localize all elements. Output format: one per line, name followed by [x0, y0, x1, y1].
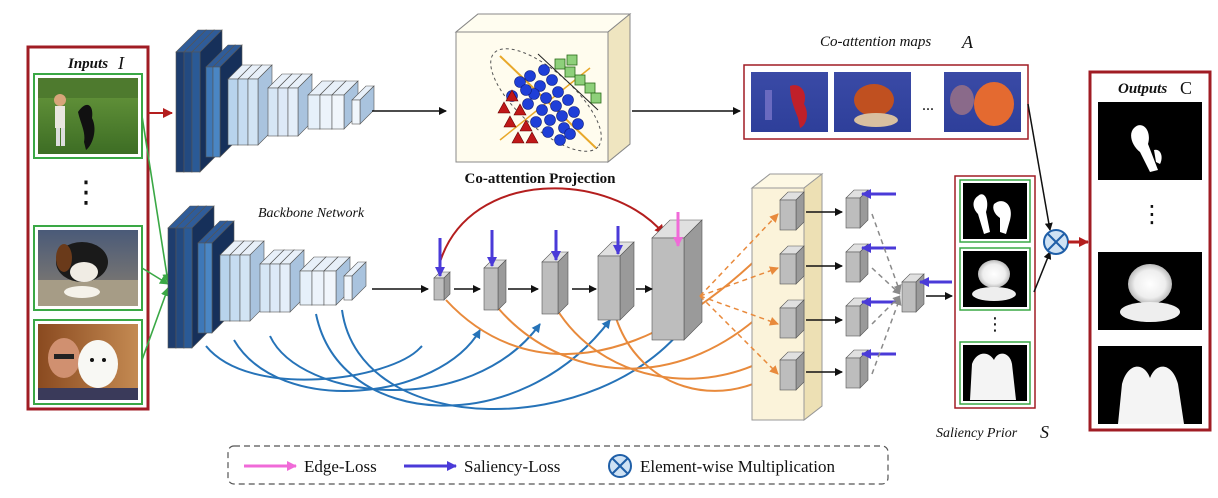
- decoder-stage: [541, 251, 569, 315]
- projection-point: [519, 119, 533, 132]
- projection-point: [554, 58, 566, 70]
- merge-stage: [901, 273, 925, 313]
- saliency-prior-panel: ⋮: [954, 175, 1036, 409]
- decoder-stage: [433, 271, 451, 301]
- projection-point: [564, 128, 576, 140]
- inputs-panel: ⋮: [26, 45, 150, 411]
- input-image-2: [33, 225, 143, 311]
- bottom-backbone-network: [167, 205, 367, 349]
- projection-point: [538, 64, 550, 76]
- coattention-map-1: [751, 72, 828, 132]
- projection-point: [574, 74, 586, 86]
- legend-edge-loss: Edge-Loss: [304, 457, 377, 476]
- projection-point: [554, 134, 566, 146]
- legend-saliency-loss: Saliency-Loss: [464, 457, 560, 476]
- projection-point: [520, 84, 532, 96]
- prior-to-multiply-arrow: [1033, 251, 1052, 293]
- projection-point: [534, 80, 546, 92]
- inputs-title: Inputs: [67, 56, 108, 72]
- coattention-maps-panel: ...: [743, 64, 1029, 140]
- coattention-projection-title: Co-attention Projection: [465, 171, 617, 187]
- maps-to-multiply-arrow: [1027, 103, 1053, 231]
- coattention-map-3: [944, 72, 1021, 132]
- merge-block: [901, 273, 952, 313]
- outputs-ellipsis: ⋮: [1140, 200, 1164, 228]
- projection-point: [514, 76, 526, 88]
- inputs-symbol: I: [117, 53, 125, 73]
- outputs-panel: ⋮: [1088, 70, 1212, 432]
- outputs-symbol: C: [1180, 78, 1192, 98]
- fusion-stage: [779, 245, 805, 285]
- input3-to-backbone-arrow: [141, 287, 170, 361]
- backbone-layer: [351, 85, 375, 125]
- saliency-prior-symbol: S: [1040, 422, 1049, 442]
- decoder-stage: [483, 259, 507, 311]
- saliency-prior-ellipsis: ⋮: [986, 314, 1004, 335]
- projection-point: [511, 131, 525, 144]
- coattention-maps-symbol: A: [961, 32, 974, 52]
- outputs-title: Outputs: [1118, 81, 1167, 97]
- saliency-prior-map-3: [959, 341, 1031, 405]
- input2-to-backbone-arrow: [141, 267, 169, 285]
- side-output-stage: [845, 297, 869, 337]
- projection-point: [542, 126, 554, 138]
- side-output-stage: [845, 243, 869, 283]
- fusion-stage: [779, 299, 805, 339]
- dashed-orange-connections: [699, 213, 779, 375]
- side-output-stage: [845, 189, 869, 229]
- side-output-stage: [845, 349, 869, 389]
- coattention-maps-ellipsis: ...: [922, 97, 934, 114]
- projection-point: [562, 94, 574, 106]
- projection-point: [584, 82, 596, 94]
- fusion-stage: [779, 351, 805, 391]
- coattention-map-2: [834, 72, 911, 132]
- saliency-prior-title: Saliency Prior: [936, 426, 1018, 441]
- projection-point: [568, 106, 580, 118]
- projection-point: [550, 100, 562, 112]
- decoder-stage: [597, 241, 635, 321]
- projection-point: [525, 131, 539, 144]
- projection-point: [503, 115, 517, 128]
- output-map-3: [1098, 346, 1202, 424]
- output-map-2: [1098, 252, 1202, 330]
- decoder-stages: [433, 212, 703, 341]
- projection-point: [590, 92, 602, 104]
- top-backbone-network: [175, 29, 375, 173]
- legend: Edge-Loss Saliency-Loss Element-wise Mul…: [227, 445, 889, 485]
- projection-point: [522, 98, 534, 110]
- skip-connections: [205, 187, 777, 411]
- multiply-legend-icon: [608, 454, 632, 478]
- fusion-stage: [779, 191, 805, 231]
- projection-point: [536, 104, 548, 116]
- projection-point: [572, 118, 584, 130]
- input1-to-backbone-arrow: [141, 115, 172, 283]
- legend-multiplication: Element-wise Multiplication: [640, 457, 835, 476]
- input-image-1: [33, 73, 143, 159]
- projection-point: [566, 54, 578, 66]
- projection-point: [497, 101, 511, 114]
- projection-point: [552, 86, 564, 98]
- multiply-icon: [1043, 229, 1069, 255]
- backbone-layer: [343, 261, 367, 301]
- projection-point: [530, 116, 542, 128]
- projection-point: [540, 92, 552, 104]
- input-image-3: [33, 319, 143, 405]
- saliency-prior-map-2: [959, 247, 1031, 311]
- backbone-title: Backbone Network: [258, 206, 365, 221]
- projection-point: [513, 103, 527, 116]
- dashed-gray-connections: [871, 213, 902, 375]
- coattention-projection-cube: [454, 12, 632, 164]
- projection-point: [524, 70, 536, 82]
- projection-point: [505, 89, 519, 102]
- backbone-layer: [331, 80, 359, 130]
- output-map-1: [1098, 102, 1202, 180]
- projection-point: [556, 110, 568, 122]
- coattention-maps-title: Co-attention maps: [820, 34, 931, 50]
- projection-point: [544, 114, 556, 126]
- saliency-prior-map-1: [959, 179, 1031, 243]
- inputs-ellipsis: ⋮: [71, 175, 101, 210]
- projection-point: [546, 74, 558, 86]
- projection-point: [564, 66, 576, 78]
